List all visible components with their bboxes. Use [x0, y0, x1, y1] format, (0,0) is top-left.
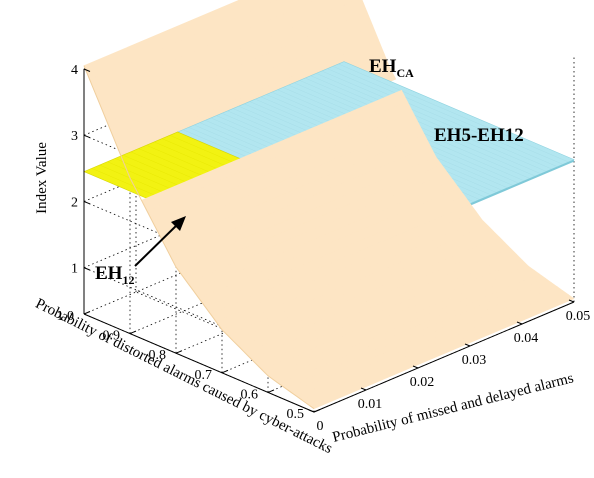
surface-mesh-line — [321, 70, 552, 170]
y-tick-mark — [267, 389, 275, 393]
x-tick-label: 0.02 — [410, 375, 435, 390]
x-tick-mark — [464, 343, 471, 347]
z-tick-mark — [83, 200, 91, 205]
x-tick-mark — [568, 299, 575, 303]
y-tick-label: 0.5 — [287, 407, 305, 422]
annotation-arrow-head — [171, 216, 186, 231]
y-tick-label: 0.8 — [149, 348, 167, 363]
axis-layer: 1 2 3 4 0.5 0.6 0.7 0.8 0.9 1.0 0 0.01 0.02 0.03 0.04 0… — [57, 63, 591, 434]
y-tick-mark — [129, 330, 137, 335]
z-tick-label: 3 — [71, 129, 78, 144]
annotation-eh-ca: EHCA — [369, 56, 414, 80]
z-tick-label: 4 — [71, 63, 78, 78]
y-tick-label: 0.7 — [195, 368, 213, 383]
annotation-eh5-eh12: EH5-EH12 — [434, 125, 524, 146]
y-tick-mark — [175, 350, 183, 354]
y-tick-mark — [83, 311, 91, 315]
x-tick-label: 0 — [317, 419, 324, 434]
x-tick-label: 0.05 — [566, 309, 591, 324]
surface-layer — [83, 0, 575, 410]
z-tick-label: 2 — [71, 195, 78, 210]
x-tick-label: 0.03 — [462, 353, 487, 368]
surface-mesh-line — [316, 73, 547, 172]
x-tick-label: 0.04 — [514, 331, 539, 346]
annotation-eh12: EH12 — [95, 263, 134, 287]
z-tick-mark — [83, 68, 91, 72]
surface-mesh-line — [332, 66, 563, 165]
z-tick-label: 1 — [71, 262, 78, 277]
surface-eh-ca-edge — [83, 65, 315, 410]
x-tick-mark — [308, 409, 315, 413]
y-tick-label: 1.0 — [57, 309, 75, 324]
y-axis-line — [83, 313, 315, 413]
x-tick-label: 0.01 — [358, 397, 383, 412]
y-tick-mark — [221, 369, 229, 374]
surface-mesh-line — [338, 63, 569, 163]
y-tick-label: 0.9 — [103, 329, 121, 344]
x-axis-line — [313, 301, 575, 413]
x-tick-mark — [516, 321, 523, 325]
z-tick-mark — [83, 267, 91, 271]
annotation-arrow — [134, 221, 181, 267]
x-tick-mark — [360, 387, 367, 391]
y-tick-label: 0.6 — [241, 387, 259, 402]
x-tick-mark — [412, 365, 419, 369]
z-axis-label: Index Value — [34, 142, 50, 214]
surface-mesh-line — [310, 75, 541, 174]
surface-mesh-line — [327, 68, 558, 167]
z-tick-mark — [83, 134, 91, 139]
